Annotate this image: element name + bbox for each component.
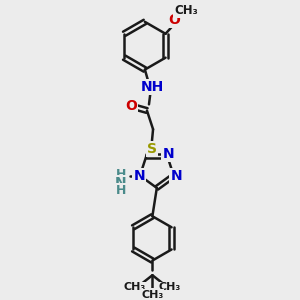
Text: O: O (125, 99, 137, 113)
Text: CH₃: CH₃ (174, 4, 198, 17)
Text: N: N (171, 169, 182, 183)
Text: NH: NH (141, 80, 164, 94)
Text: H: H (116, 169, 126, 182)
Text: H: H (116, 184, 126, 197)
Text: N: N (134, 169, 145, 183)
Text: CH₃: CH₃ (124, 282, 146, 292)
Text: CH₃: CH₃ (141, 290, 164, 300)
Text: S: S (147, 142, 158, 156)
Text: CH₃: CH₃ (159, 282, 181, 292)
Text: O: O (169, 13, 180, 27)
Text: N: N (163, 147, 174, 161)
Text: N: N (115, 176, 127, 190)
